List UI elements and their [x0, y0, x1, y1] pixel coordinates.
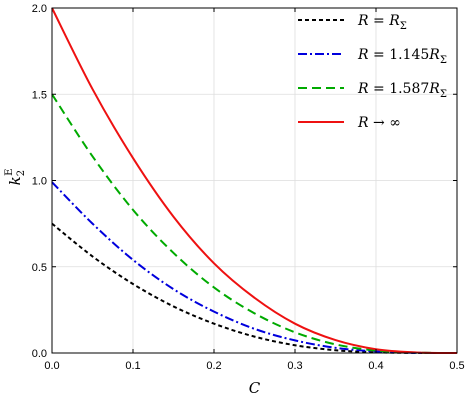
y-axis-title-base: k: [6, 176, 24, 185]
legend-coefficient: 1.587: [389, 81, 429, 97]
legend-label-2: R = 1.145RΣ: [357, 47, 447, 66]
legend-var: R: [357, 13, 369, 29]
legend-operator: =: [369, 81, 390, 97]
legend-rhs: R: [388, 13, 400, 29]
x-tick-label: 0.2: [206, 360, 221, 372]
legend-operator: =: [369, 13, 390, 29]
x-tick-label: 0.4: [368, 360, 383, 372]
legend-rhs-subscript: Σ: [400, 21, 407, 32]
legend-label-3: R = 1.587RΣ: [357, 81, 447, 100]
legend-coefficient: 1.145: [389, 47, 429, 63]
legend-rhs-subscript: Σ: [440, 89, 447, 100]
y-axis-title: k2E: [4, 169, 27, 186]
legend-var: R: [357, 115, 369, 131]
legend-rhs-subscript: Σ: [440, 55, 447, 66]
y-tick-label: 2.0: [32, 3, 47, 15]
legend-rhs: ∞: [389, 115, 401, 131]
x-axis-title: C: [249, 379, 261, 397]
series-lines: [51, 7, 458, 355]
y-tick-label: 0.5: [32, 262, 47, 274]
y-tick-label: 1.0: [32, 176, 47, 188]
grid: [52, 8, 457, 353]
series-line-1: [51, 222, 458, 354]
legend-operator: =: [369, 47, 390, 63]
x-tick-label: 0.3: [287, 360, 302, 372]
x-tick-label: 0.1: [125, 360, 140, 372]
legend-rhs: R: [428, 81, 440, 97]
legend-operator: →: [369, 115, 390, 131]
legend-rhs: R: [428, 47, 440, 63]
y-axis-title-sup: E: [4, 169, 15, 176]
legend-label-1: R = RΣ: [357, 13, 407, 32]
legend-label-4: R → ∞: [357, 115, 401, 131]
axis-ticks: 0.0 0.1 0.2 0.3 0.4 0.5 0.0 0.5 1.0 1.5 2.0: [32, 3, 465, 372]
y-axis-title-sub: 2: [16, 170, 27, 176]
series-line-4: [51, 7, 458, 354]
x-tick-label: 0.5: [449, 360, 464, 372]
y-tick-label: 0.0: [32, 348, 47, 360]
legend-var: R: [357, 47, 369, 63]
legend-var: R: [357, 81, 369, 97]
y-tick-label: 1.5: [32, 89, 47, 101]
x-tick-label: 0.0: [44, 360, 59, 372]
